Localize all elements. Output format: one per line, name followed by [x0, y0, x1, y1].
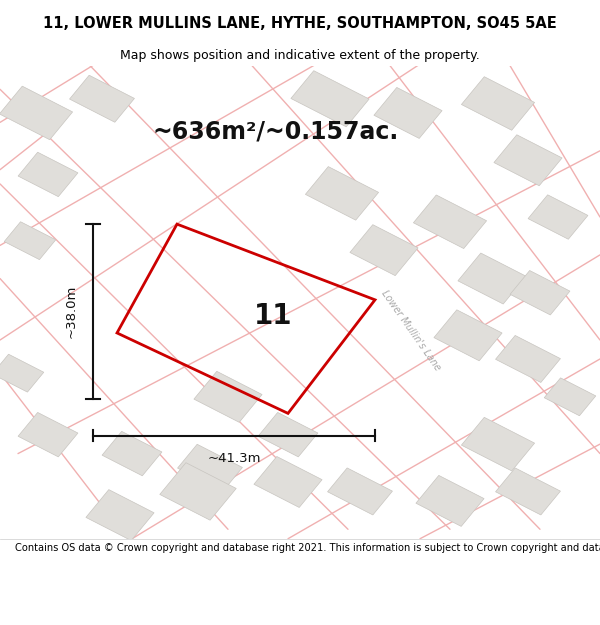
Polygon shape	[305, 167, 379, 220]
Polygon shape	[258, 412, 318, 457]
Polygon shape	[0, 86, 73, 140]
Polygon shape	[528, 195, 588, 239]
Polygon shape	[458, 253, 526, 304]
Polygon shape	[0, 354, 44, 392]
Polygon shape	[18, 152, 78, 197]
Text: 11: 11	[254, 302, 292, 331]
Text: ~41.3m: ~41.3m	[207, 452, 261, 465]
Polygon shape	[416, 476, 484, 526]
Polygon shape	[510, 271, 570, 315]
Polygon shape	[544, 378, 596, 416]
Polygon shape	[18, 412, 78, 457]
Polygon shape	[496, 468, 560, 515]
Polygon shape	[194, 371, 262, 423]
Polygon shape	[70, 75, 134, 122]
Text: Map shows position and indicative extent of the property.: Map shows position and indicative extent…	[120, 49, 480, 62]
Polygon shape	[374, 88, 442, 138]
Text: Lower Mullin's Lane: Lower Mullin's Lane	[379, 289, 443, 372]
Polygon shape	[4, 222, 56, 259]
Polygon shape	[328, 468, 392, 515]
Polygon shape	[350, 224, 418, 276]
Polygon shape	[496, 336, 560, 382]
Polygon shape	[434, 310, 502, 361]
Polygon shape	[461, 77, 535, 130]
Polygon shape	[160, 462, 236, 520]
Polygon shape	[291, 71, 369, 127]
Text: ~38.0m: ~38.0m	[65, 285, 78, 338]
Polygon shape	[494, 135, 562, 186]
Polygon shape	[461, 418, 535, 471]
Text: 11, LOWER MULLINS LANE, HYTHE, SOUTHAMPTON, SO45 5AE: 11, LOWER MULLINS LANE, HYTHE, SOUTHAMPT…	[43, 16, 557, 31]
Polygon shape	[413, 195, 487, 249]
Text: Contains OS data © Crown copyright and database right 2021. This information is : Contains OS data © Crown copyright and d…	[15, 543, 600, 553]
Polygon shape	[86, 489, 154, 541]
Text: ~636m²/~0.157ac.: ~636m²/~0.157ac.	[153, 120, 399, 144]
Polygon shape	[178, 444, 242, 491]
Polygon shape	[254, 456, 322, 508]
Polygon shape	[102, 431, 162, 476]
